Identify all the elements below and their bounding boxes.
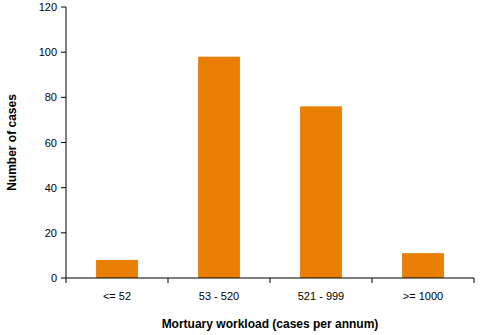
- y-tick: [61, 232, 66, 233]
- x-tick-label: 53 - 520: [199, 290, 239, 302]
- y-tick-label: 60: [45, 137, 57, 149]
- x-tick: [474, 278, 475, 283]
- y-tick-label: 100: [39, 46, 57, 58]
- x-axis-title: Mortuary workload (cases per annum): [162, 317, 379, 331]
- y-axis-title: Number of cases: [5, 94, 19, 191]
- x-tick-label: <= 52: [103, 290, 131, 302]
- x-tick: [372, 278, 373, 283]
- bar: [198, 57, 240, 278]
- y-tick: [61, 97, 66, 98]
- y-tick-label: 40: [45, 182, 57, 194]
- y-tick-label: 20: [45, 227, 57, 239]
- y-tick: [61, 7, 66, 8]
- x-tick-label: >= 1000: [403, 290, 443, 302]
- x-tick: [66, 278, 67, 283]
- bars: [96, 57, 444, 278]
- y-tick: [61, 142, 66, 143]
- chart: 0 20 40 60 80 100 120 <= 52 53 - 520 521 - 999 >= …: [0, 0, 483, 335]
- y-tick: [61, 278, 66, 279]
- chart-container: 0 20 40 60 80 100 120 <= 52 53 - 520 521 - 999 >= …: [0, 0, 483, 335]
- x-tick: [270, 278, 271, 283]
- x-tick: [168, 278, 169, 283]
- bar: [402, 253, 444, 278]
- bar: [96, 260, 138, 278]
- y-tick: [61, 52, 66, 53]
- bar: [300, 106, 342, 278]
- y-tick: [61, 187, 66, 188]
- x-tick-label: 521 - 999: [298, 290, 344, 302]
- y-tick-label: 0: [51, 272, 57, 284]
- y-tick-label: 80: [45, 91, 57, 103]
- y-tick-label: 120: [39, 1, 57, 13]
